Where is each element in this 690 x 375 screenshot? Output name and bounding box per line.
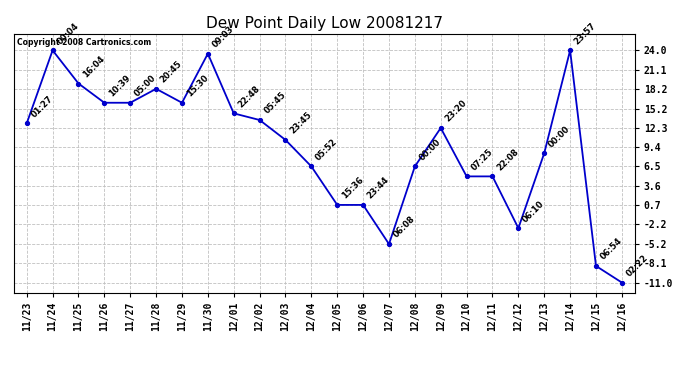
Text: 10:39: 10:39: [107, 74, 132, 99]
Text: 06:08: 06:08: [392, 215, 417, 240]
Text: 23:44: 23:44: [366, 176, 391, 201]
Text: 06:10: 06:10: [521, 199, 546, 224]
Text: 16:04: 16:04: [81, 54, 106, 80]
Text: 15:30: 15:30: [185, 74, 210, 99]
Text: 00:00: 00:00: [417, 137, 443, 162]
Text: 20:45: 20:45: [159, 59, 184, 85]
Text: 00:00: 00:00: [547, 124, 572, 149]
Text: 05:45: 05:45: [262, 90, 288, 116]
Text: 05:00: 05:00: [133, 74, 158, 99]
Text: 02:22: 02:22: [624, 253, 650, 278]
Text: 05:52: 05:52: [314, 137, 339, 162]
Text: 22:08: 22:08: [495, 147, 520, 172]
Text: 00:04: 00:04: [55, 21, 81, 46]
Title: Dew Point Daily Low 20081217: Dew Point Daily Low 20081217: [206, 16, 443, 31]
Text: 15:36: 15:36: [340, 176, 365, 201]
Text: 23:45: 23:45: [288, 111, 313, 136]
Text: 22:48: 22:48: [237, 84, 262, 109]
Text: 23:20: 23:20: [444, 99, 469, 124]
Text: 09:03: 09:03: [210, 24, 236, 50]
Text: Copyright 2008 Cartronics.com: Copyright 2008 Cartronics.com: [17, 38, 151, 46]
Text: 01:27: 01:27: [30, 94, 55, 119]
Text: 06:54: 06:54: [599, 237, 624, 262]
Text: 07:25: 07:25: [469, 147, 495, 172]
Text: 23:57: 23:57: [573, 21, 598, 46]
